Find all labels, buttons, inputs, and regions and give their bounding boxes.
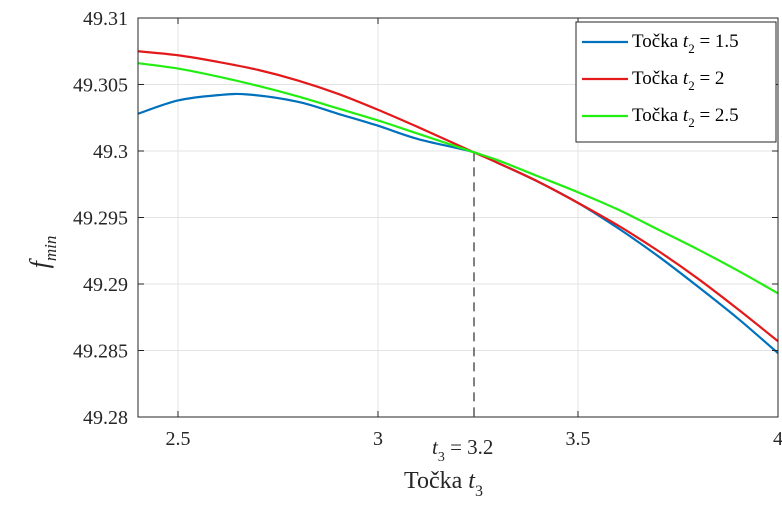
x-axis-label: Točka t3 bbox=[404, 468, 483, 500]
y-tick-label: 49.305 bbox=[73, 75, 128, 97]
annotation-label-rest: = 3.2 bbox=[445, 435, 494, 459]
legend-label-3: Točka t2 = 2.5 bbox=[632, 105, 739, 130]
x-tick-label: 4 bbox=[773, 428, 782, 450]
y-tick-labels: 49.28 49.285 49.29 49.295 49.3 49.305 49.31 bbox=[73, 8, 128, 429]
x-tick-labels: 2.5 3 3.5 4 bbox=[166, 428, 782, 450]
y-tick-label: 49.31 bbox=[83, 8, 128, 30]
y-tick-label: 49.295 bbox=[73, 208, 128, 230]
series-line-3 bbox=[137, 62, 779, 295]
y-tick-label: 49.3 bbox=[93, 141, 128, 163]
y-tick-label: 49.28 bbox=[83, 407, 128, 429]
annotation-label-sub: 3 bbox=[438, 450, 445, 465]
annotation-label-var: t bbox=[432, 435, 439, 459]
annotation-label: t3 = 3.2 bbox=[432, 435, 493, 465]
x-tick-label: 3.5 bbox=[566, 428, 591, 450]
x-tick-label: 2.5 bbox=[166, 428, 191, 450]
x-tick-label: 3 bbox=[373, 428, 383, 450]
legend-label-2: Točka t2 = 2 bbox=[632, 68, 724, 93]
x-axis-label-var: t bbox=[468, 468, 476, 494]
legend: Točka t2 = 1.5 Točka t2 = 2 Točka t2 = 2.5 bbox=[575, 21, 777, 143]
x-axis-label-sub: 3 bbox=[475, 483, 483, 500]
y-tick-label: 49.29 bbox=[83, 274, 128, 296]
legend-label-1: Točka t2 = 1.5 bbox=[632, 31, 739, 56]
y-axis-label-sub: min bbox=[41, 236, 60, 262]
axis-ticks bbox=[138, 17, 779, 418]
series-lines bbox=[137, 50, 779, 354]
y-tick-label: 49.285 bbox=[73, 341, 128, 363]
y-axis-label: fmin bbox=[25, 236, 60, 269]
y-axis-label-var: f bbox=[25, 257, 54, 268]
x-axis-label-text: Točka bbox=[404, 468, 463, 494]
